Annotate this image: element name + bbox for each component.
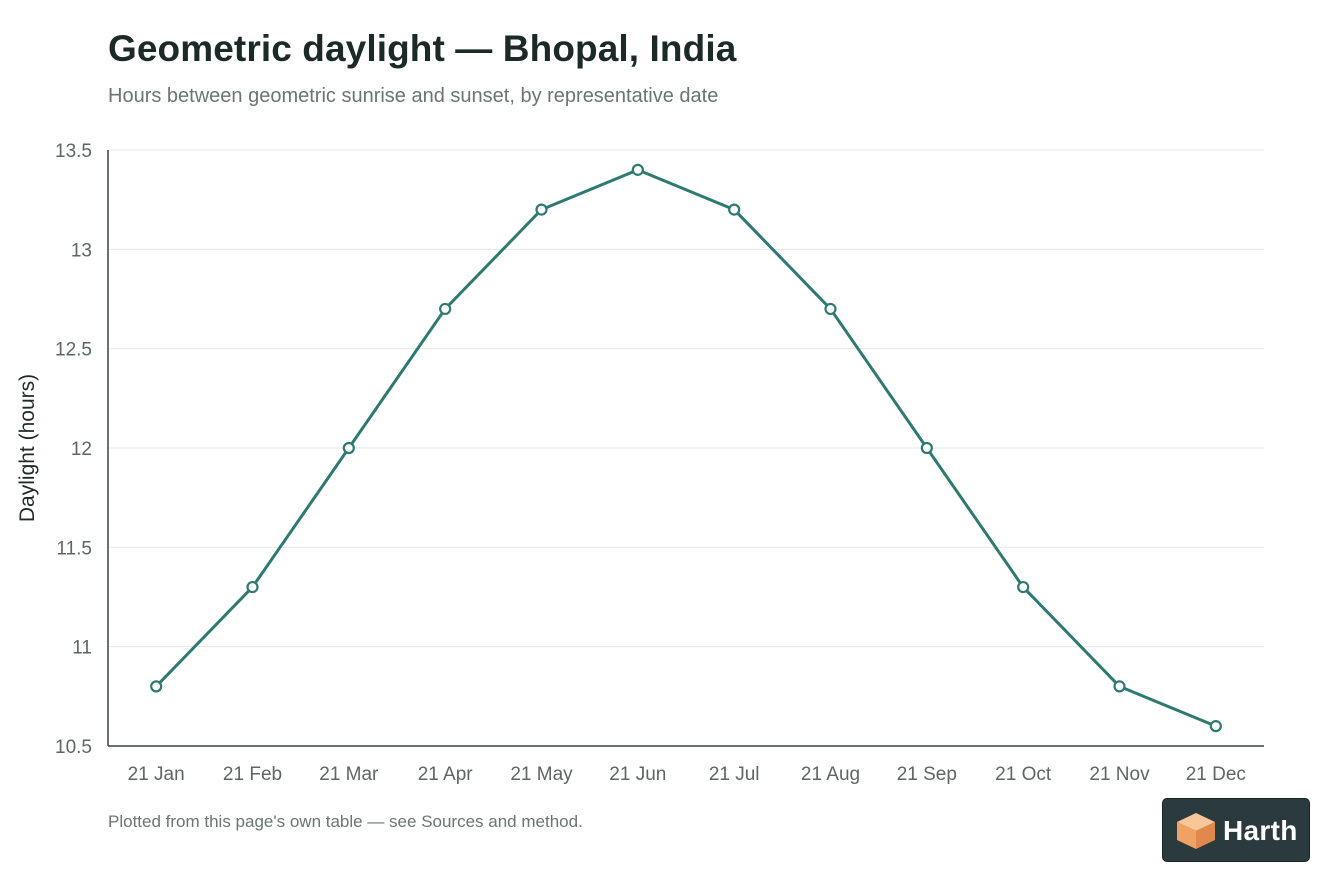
page-subtitle: Hours between geometric sunrise and suns… bbox=[108, 85, 719, 107]
y-tick-label: 10.5 bbox=[55, 737, 92, 758]
x-tick-label: 21 Sep bbox=[897, 764, 957, 785]
data-point[interactable] bbox=[631, 163, 644, 176]
y-tick-label: 11 bbox=[72, 638, 92, 659]
y-axis-title: Daylight (hours) bbox=[16, 374, 39, 522]
x-tick-labels: 21 Jan 21 Feb 21 Mar 21 Apr 21 May 21 Jun 21 J… bbox=[128, 764, 1246, 785]
x-tick-label: 21 Aug bbox=[801, 764, 860, 785]
series-daylight bbox=[150, 163, 1222, 733]
y-tick-label: 12 bbox=[71, 439, 92, 460]
gridlines bbox=[108, 149, 1264, 648]
x-tick-label: 21 Oct bbox=[995, 764, 1052, 785]
harth-logo[interactable]: Harth bbox=[1162, 798, 1310, 862]
x-tick-label: 21 Apr bbox=[418, 764, 474, 785]
data-point[interactable] bbox=[824, 302, 837, 316]
data-point[interactable] bbox=[150, 680, 163, 693]
x-tick-label: 21 Dec bbox=[1186, 764, 1246, 785]
data-point[interactable] bbox=[246, 580, 259, 594]
x-tick-label: 21 Jul bbox=[709, 764, 760, 785]
x-tick-label: 21 Mar bbox=[319, 764, 379, 785]
series-line bbox=[154, 168, 1218, 728]
data-point[interactable] bbox=[1209, 720, 1222, 733]
footnote: Plotted from this page's own table — see… bbox=[108, 812, 583, 831]
x-tick-label: 21 Jan bbox=[128, 764, 185, 785]
page-title: Geometric daylight — Bhopal, India bbox=[108, 28, 737, 69]
axes bbox=[107, 150, 1264, 747]
x-tick-label: 21 Nov bbox=[1089, 764, 1150, 785]
y-tick-label: 13.5 bbox=[55, 141, 92, 162]
y-tick-label: 12.5 bbox=[55, 340, 92, 361]
y-tick-labels: 10.5 11 11.5 12 12.5 13 13.5 bbox=[55, 141, 92, 758]
data-point[interactable] bbox=[920, 441, 933, 455]
x-tick-label: 21 Feb bbox=[223, 764, 282, 785]
data-point[interactable] bbox=[439, 302, 452, 316]
data-point[interactable] bbox=[1017, 580, 1030, 594]
data-point[interactable] bbox=[1113, 680, 1126, 693]
data-point[interactable] bbox=[342, 441, 355, 455]
y-tick-label: 13 bbox=[71, 240, 92, 261]
data-point[interactable] bbox=[535, 203, 548, 216]
x-tick-label: 21 Jun bbox=[609, 764, 666, 785]
x-tick-label: 21 May bbox=[510, 764, 573, 785]
daylight-line-chart: 10.5 11 11.5 12 12.5 13 13.5 21 Jan 21 Feb 21 Ma… bbox=[16, 141, 1264, 785]
cube-icon bbox=[1177, 813, 1215, 849]
data-point[interactable] bbox=[728, 203, 741, 216]
logo-text: Harth bbox=[1223, 815, 1298, 846]
y-tick-label: 11.5 bbox=[56, 538, 92, 559]
